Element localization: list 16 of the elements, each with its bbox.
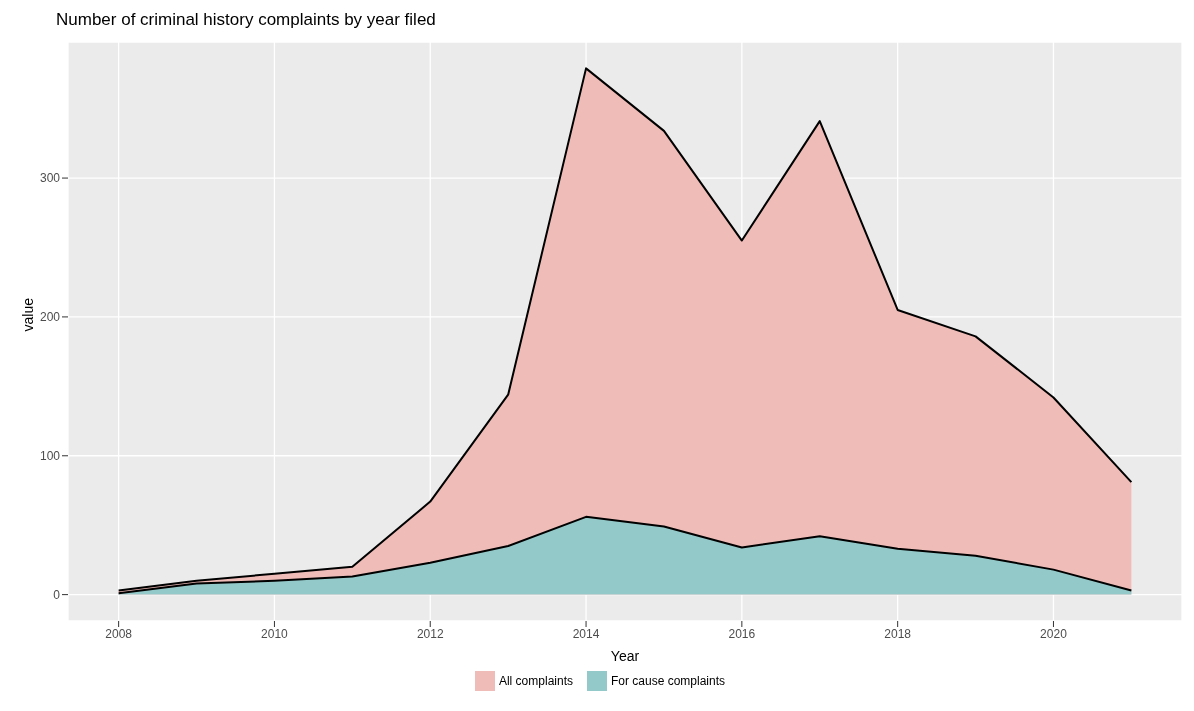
y-axis-title: value xyxy=(19,297,36,332)
x-tick-label: 2008 xyxy=(105,626,133,641)
x-tick-label: 2020 xyxy=(1040,626,1068,641)
legend-label: For cause complaints xyxy=(610,673,726,690)
y-tick-label: 0 xyxy=(53,587,61,602)
x-tick-label: 2018 xyxy=(884,626,912,641)
x-tick-label: 2014 xyxy=(572,626,600,641)
x-tick-label: 2010 xyxy=(261,626,289,641)
x-axis-title: Year xyxy=(610,648,640,664)
x-tick-label: 2016 xyxy=(728,626,756,641)
y-tick-label: 200 xyxy=(39,310,61,325)
x-tick-label: 2012 xyxy=(416,626,444,641)
chart-title: Number of criminal history complaints by year filed xyxy=(55,9,437,31)
legend-label: All complaints xyxy=(497,673,573,690)
y-tick-label: 100 xyxy=(39,449,61,464)
y-tick-label: 300 xyxy=(39,171,61,186)
